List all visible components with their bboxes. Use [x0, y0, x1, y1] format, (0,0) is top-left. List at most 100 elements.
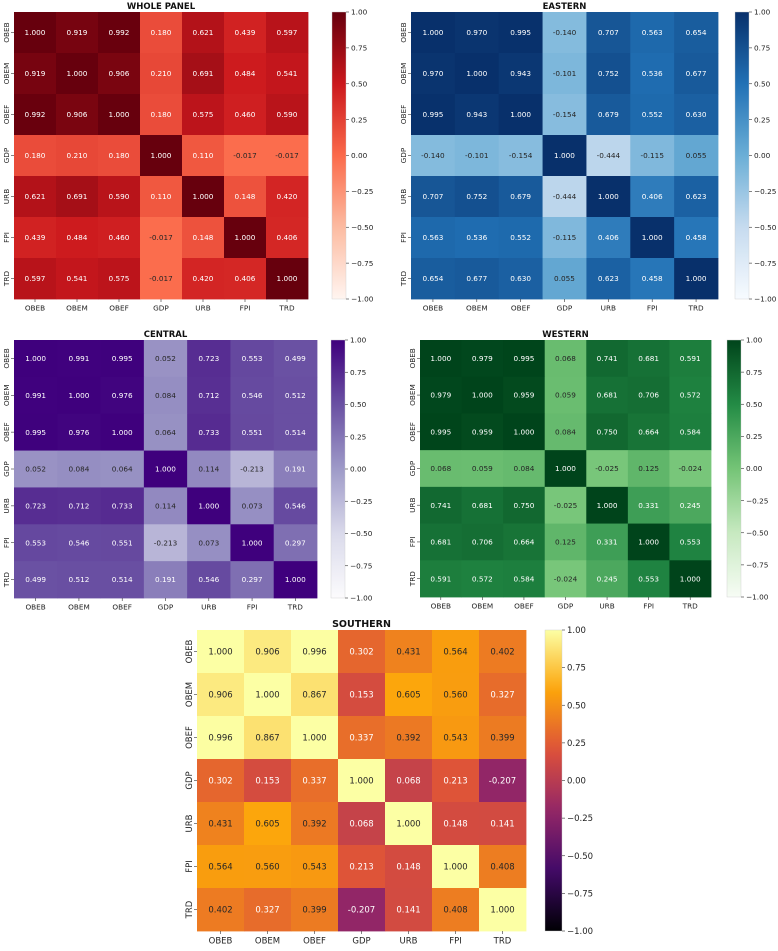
heatmap-cell: [197, 845, 245, 889]
y-tick-label: OBEB: [2, 348, 11, 368]
heatmap-cell: [498, 53, 543, 95]
cell-value-label: 0.153: [349, 691, 373, 701]
cell-value-label: 1.000: [513, 427, 534, 436]
heatmap-cell: [411, 258, 456, 300]
cell-value-label: 0.110: [193, 151, 214, 160]
heatmap-cell: [630, 176, 675, 218]
x-tick-label: OBEM: [255, 937, 280, 947]
heatmap-cell: [98, 135, 141, 177]
heatmap-cell: [630, 12, 675, 54]
y-tick-label: GDP: [399, 147, 408, 163]
cell-value-label: 0.541: [67, 274, 88, 283]
x-tick-label: FPI: [449, 937, 462, 947]
heatmap-cell: [140, 12, 183, 54]
cell-value-label: 0.406: [598, 233, 619, 242]
cell-value-label: 0.055: [686, 151, 707, 160]
cell-value-label: 0.575: [109, 274, 130, 283]
heatmap-cell: [291, 630, 339, 674]
cell-value-label: 0.297: [242, 575, 263, 584]
cell-value-label: 1.000: [67, 69, 88, 78]
heatmap-cell: [338, 802, 386, 846]
heatmap-cell: [411, 94, 456, 136]
colorbar-tick-label: −0.75: [567, 889, 593, 899]
cell-value-label: 0.992: [109, 28, 130, 37]
heatmap-cell: [669, 523, 712, 561]
heatmap-cell: [224, 176, 267, 218]
heatmap-cell: [98, 258, 141, 300]
cell-value-label: 0.706: [472, 538, 493, 547]
colorbar-tick-label: 0.25: [350, 432, 366, 441]
heatmap-cell: [461, 340, 504, 378]
heatmap-cell: [544, 413, 587, 451]
cell-value-label: 0.210: [67, 151, 88, 160]
cell-value-label: 0.543: [302, 863, 326, 873]
cell-value-label: 0.906: [67, 110, 88, 119]
heatmap-cell: [432, 888, 480, 932]
colorbar-tick-label: 0.00: [754, 151, 771, 160]
cell-value-label: 0.551: [242, 428, 263, 437]
cell-value-label: 0.597: [277, 28, 298, 37]
cell-value-label: 0.584: [513, 574, 534, 583]
cell-value-label: 0.553: [638, 574, 659, 583]
cell-value-label: 0.572: [472, 574, 493, 583]
cell-value-label: 0.597: [25, 274, 46, 283]
cell-value-label: 0.084: [555, 427, 576, 436]
heatmap-cell: [479, 630, 527, 674]
colorbar-tick-label: 1.00: [746, 336, 763, 345]
heatmap-cell: [586, 12, 631, 54]
heatmap-cell: [98, 217, 141, 259]
cell-value-label: 0.995: [430, 427, 451, 436]
cell-value-label: -0.154: [509, 151, 533, 160]
heatmap-cell: [140, 176, 183, 218]
cell-value-label: 0.458: [642, 274, 663, 283]
heatmap-cell: [14, 524, 58, 562]
heatmap-cell: [14, 450, 58, 488]
colorbar-tick-label: −0.50: [351, 223, 374, 232]
cell-value-label: -0.024: [678, 464, 702, 473]
heatmap-cell: [57, 487, 101, 525]
cell-value-label: 0.590: [277, 110, 298, 119]
cell-value-label: -0.207: [489, 777, 516, 787]
cell-value-label: -0.213: [154, 538, 178, 547]
heatmap-cell: [432, 630, 480, 674]
x-tick-label: FPI: [647, 303, 658, 312]
cell-value-label: 1.000: [193, 192, 214, 201]
heatmap-cell: [669, 376, 712, 414]
y-tick-label: TRD: [399, 271, 408, 288]
heatmap-cell: [143, 561, 188, 599]
x-tick-label: GDP: [153, 303, 169, 312]
y-tick-label: OBEF: [399, 105, 408, 125]
y-tick-label: TRD: [185, 900, 195, 919]
heatmap-cell: [479, 888, 527, 932]
cell-value-label: 0.536: [466, 233, 487, 242]
cell-value-label: 0.399: [490, 734, 514, 744]
cell-value-label: 0.543: [443, 734, 467, 744]
cell-value-label: 0.392: [396, 734, 420, 744]
colorbar-tick-label: 0.25: [351, 115, 367, 124]
cell-value-label: -0.154: [553, 110, 577, 119]
x-tick-label: OBEF: [511, 303, 531, 312]
heatmap-cell: [57, 340, 101, 378]
colorbar-tick-label: 0.25: [567, 739, 586, 749]
heatmap-cell: [244, 630, 292, 674]
cell-value-label: 0.707: [598, 28, 619, 37]
cell-value-label: 0.402: [490, 648, 514, 658]
cell-value-label: 0.141: [490, 820, 514, 830]
heatmap-cell: [479, 759, 527, 803]
cell-value-label: 0.572: [680, 391, 701, 400]
cell-value-label: 0.180: [151, 28, 172, 37]
y-tick-label: GDP: [408, 460, 417, 476]
heatmap-cell: [461, 486, 504, 524]
colorbar-tick-label: 1.00: [567, 626, 586, 636]
heatmap-cell: [411, 53, 456, 95]
cell-value-label: 0.392: [302, 820, 326, 830]
x-tick-label: OBEF: [112, 602, 132, 611]
colorbar-tick-label: −0.50: [567, 852, 593, 862]
heatmap-cell: [461, 560, 504, 598]
heatmap-cell: [100, 450, 145, 488]
heatmap-cell: [187, 487, 231, 525]
cell-value-label: 0.553: [680, 538, 701, 547]
heatmap-cell: [420, 340, 462, 378]
heatmap-cell: [140, 94, 183, 136]
cell-value-label: 1.000: [255, 691, 279, 701]
